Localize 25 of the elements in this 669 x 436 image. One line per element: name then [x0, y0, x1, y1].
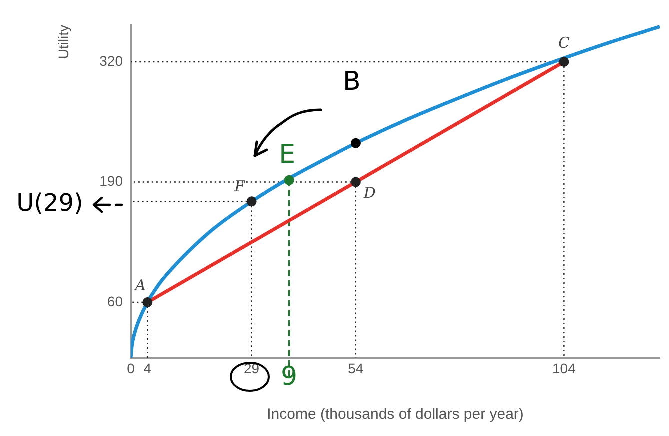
y-axis-title: Utility [55, 25, 72, 60]
x-tick-label: 4 [144, 360, 152, 376]
y-tick-label: 60 [107, 293, 124, 310]
annotation: E [279, 140, 296, 170]
point [284, 175, 294, 186]
y-tick-label: 190 [100, 173, 124, 190]
point [246, 196, 257, 207]
x-tick-label: 104 [552, 360, 576, 376]
x-axis-title: Income (thousands of dollars per year) [267, 406, 524, 424]
annotation: 9 [281, 362, 298, 392]
line-series [131, 25, 660, 358]
annotation: D [362, 184, 376, 202]
point [559, 57, 570, 67]
x-tick-label: 0 [127, 360, 136, 376]
point [142, 298, 153, 308]
annotation: F [234, 178, 246, 196]
point [350, 177, 361, 188]
x-tick-label: 54 [348, 360, 364, 376]
annotation: A [133, 276, 146, 294]
point [350, 138, 361, 148]
y-tick-label: 320 [100, 52, 124, 69]
annotation: C [558, 34, 570, 52]
x-tick-label: 29 [244, 360, 260, 376]
annotation: B [343, 67, 361, 98]
text: U(29) [16, 189, 84, 218]
